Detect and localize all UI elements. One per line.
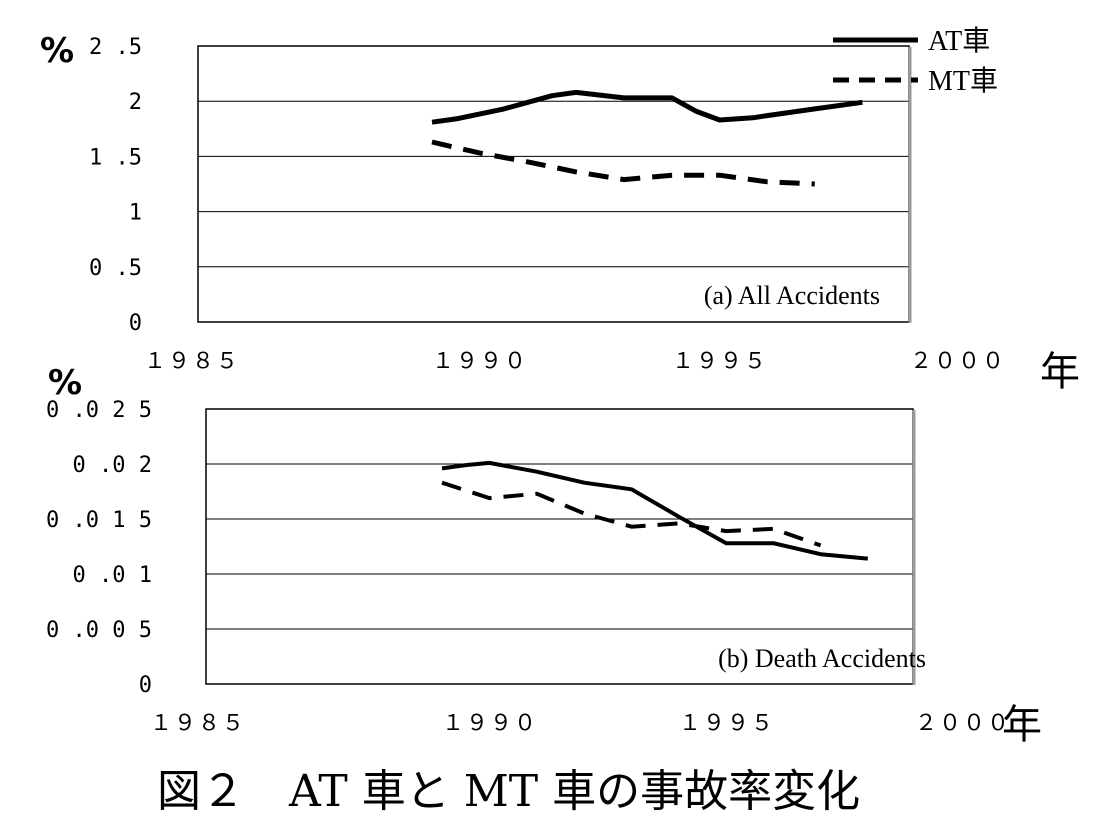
panel-title: (a) All Accidents <box>704 281 880 310</box>
y-axis-unit-label: % <box>48 363 82 403</box>
series-line-mt <box>441 480 822 548</box>
y-tick-label: 1 .5 <box>89 145 142 170</box>
axis-ticks: 0 0 .5 1 1 .5 2 2 .5 １９８５ １９９０ １９９５ ２０００ <box>89 35 1006 374</box>
x-tick-label: ２０００ <box>915 711 1011 736</box>
y-tick-label: 1 <box>129 201 142 226</box>
y-tick-label: 0 <box>139 673 152 698</box>
y-tick-label: 0 .0 2 5 <box>46 398 152 423</box>
x-tick-label: ２０００ <box>910 349 1006 374</box>
x-tick-label: １９８５ <box>150 711 246 736</box>
x-axis-unit-label: 年 <box>1002 702 1042 748</box>
legend: AT車 MT車 <box>833 25 998 97</box>
plot-frame <box>205 408 914 685</box>
figure-caption: 図２ AT 車と MT 車の事故率変化 <box>157 766 860 817</box>
series-line-at <box>431 89 863 125</box>
y-tick-label: 0 .5 <box>89 256 142 281</box>
x-tick-label: １９８５ <box>144 349 240 374</box>
y-tick-label: 0 .0 2 <box>73 453 152 478</box>
y-axis-unit-label: % <box>40 31 74 71</box>
series-group <box>431 89 863 187</box>
series-group <box>441 460 868 561</box>
y-tick-label: 0 .0 0 5 <box>46 618 152 643</box>
y-tick-label: 0 .0 1 5 <box>46 508 152 533</box>
y-tick-label: 2 .5 <box>89 35 142 60</box>
grid-lines <box>198 100 909 268</box>
chart-panel-all-accidents: 0 0 .5 1 1 .5 2 2 .5 １９８５ １９９０ １９９５ ２０００ % 年 (a) … <box>40 25 1080 395</box>
legend-label-at: AT車 <box>928 25 990 57</box>
series-line-mt <box>431 139 815 187</box>
chart-panel-death-accidents: 0 0 .0 0 5 0 .0 1 0 .0 1 5 0 .0 2 0 .0 2 5 １９８… <box>46 363 1042 748</box>
series-line-at <box>441 460 868 561</box>
axis-ticks: 0 0 .0 0 5 0 .0 1 0 .0 1 5 0 .0 2 0 .0 2 5 １９８… <box>46 398 1011 736</box>
x-tick-label: １９９５ <box>672 349 768 374</box>
y-tick-label: 0 .0 1 <box>73 563 152 588</box>
grid-lines <box>206 463 913 630</box>
x-tick-label: １９９０ <box>442 711 538 736</box>
y-tick-label: 2 <box>129 90 142 115</box>
x-tick-label: １９９５ <box>679 711 775 736</box>
y-tick-label: 0 <box>129 311 142 336</box>
panel-title: (b) Death Accidents <box>718 644 926 673</box>
legend-label-mt: MT車 <box>928 65 998 97</box>
x-tick-label: １９９０ <box>432 349 528 374</box>
x-axis-unit-label: 年 <box>1040 349 1080 395</box>
